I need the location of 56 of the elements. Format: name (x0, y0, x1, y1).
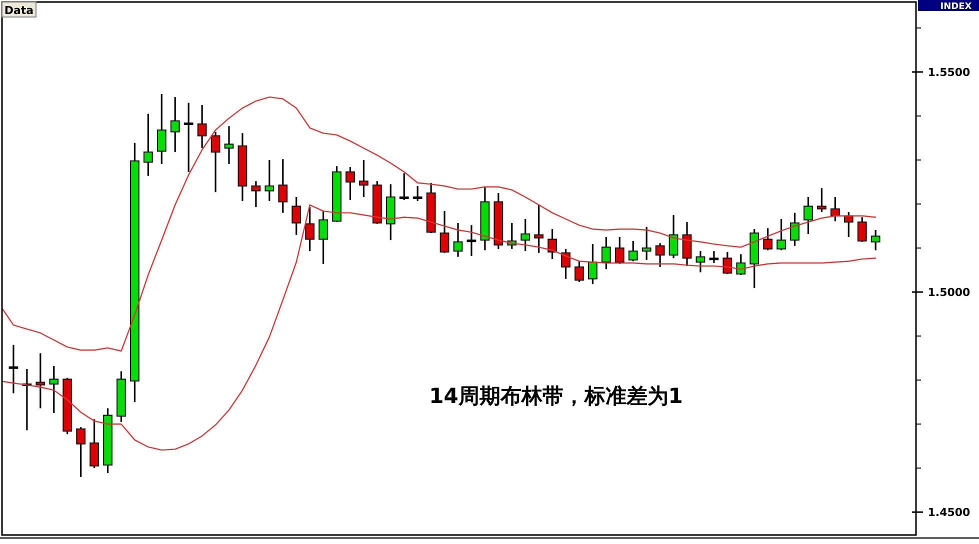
candlestick (264, 159, 274, 202)
candlestick (588, 243, 598, 285)
candlestick (614, 236, 624, 265)
candlestick (399, 172, 409, 201)
candlestick (305, 206, 314, 252)
candlestick (76, 426, 86, 478)
annotation: 14周期布林带，标准差为1 (429, 384, 683, 408)
candlestick (628, 240, 638, 262)
candlestick (709, 250, 719, 264)
candlestick (278, 158, 288, 214)
candlestick (346, 166, 355, 201)
candlestick (642, 226, 652, 261)
candlestick (412, 185, 422, 202)
y-tick-label: 1.4500 (928, 506, 971, 520)
candlestick (655, 242, 665, 268)
candlestick (210, 131, 220, 193)
candlestick (790, 212, 800, 247)
candlestick (830, 196, 840, 222)
candlestick (224, 125, 234, 165)
candlestick (736, 253, 746, 276)
candlestick (804, 196, 813, 235)
candlestick (144, 112, 153, 177)
candlestick (440, 210, 450, 254)
candlestick (817, 187, 826, 213)
candlestick (682, 221, 692, 267)
candlestick (90, 418, 99, 469)
candlestick (857, 216, 867, 243)
candlestick (453, 222, 463, 258)
candlestick (561, 248, 570, 280)
candlestick (197, 104, 207, 149)
candlestick (602, 236, 611, 270)
text: INDEX (940, 2, 972, 12)
candlestick (292, 196, 302, 236)
y-tick-label: 1.5000 (928, 286, 971, 300)
candlestick (870, 229, 880, 252)
candlestick (668, 214, 678, 259)
candlestick (251, 180, 261, 208)
candlestick (534, 204, 544, 254)
candlestick (8, 344, 18, 394)
candlestick (776, 218, 786, 252)
candlestick (722, 251, 732, 275)
candlestick (520, 218, 530, 252)
candlestick (763, 227, 772, 252)
candlestick (548, 228, 557, 260)
candlestick (574, 260, 584, 283)
candlestick (359, 159, 368, 198)
candlestick (466, 224, 476, 257)
y-tick-label: 1.5500 (928, 66, 971, 79)
candlestick (36, 352, 46, 410)
candlestick (318, 210, 328, 265)
candlestick (49, 365, 59, 414)
candlestick (170, 96, 180, 153)
candlestick (184, 102, 194, 173)
candlestick (696, 250, 706, 274)
annotation: Data (4, 4, 34, 17)
candlestick (156, 93, 166, 165)
